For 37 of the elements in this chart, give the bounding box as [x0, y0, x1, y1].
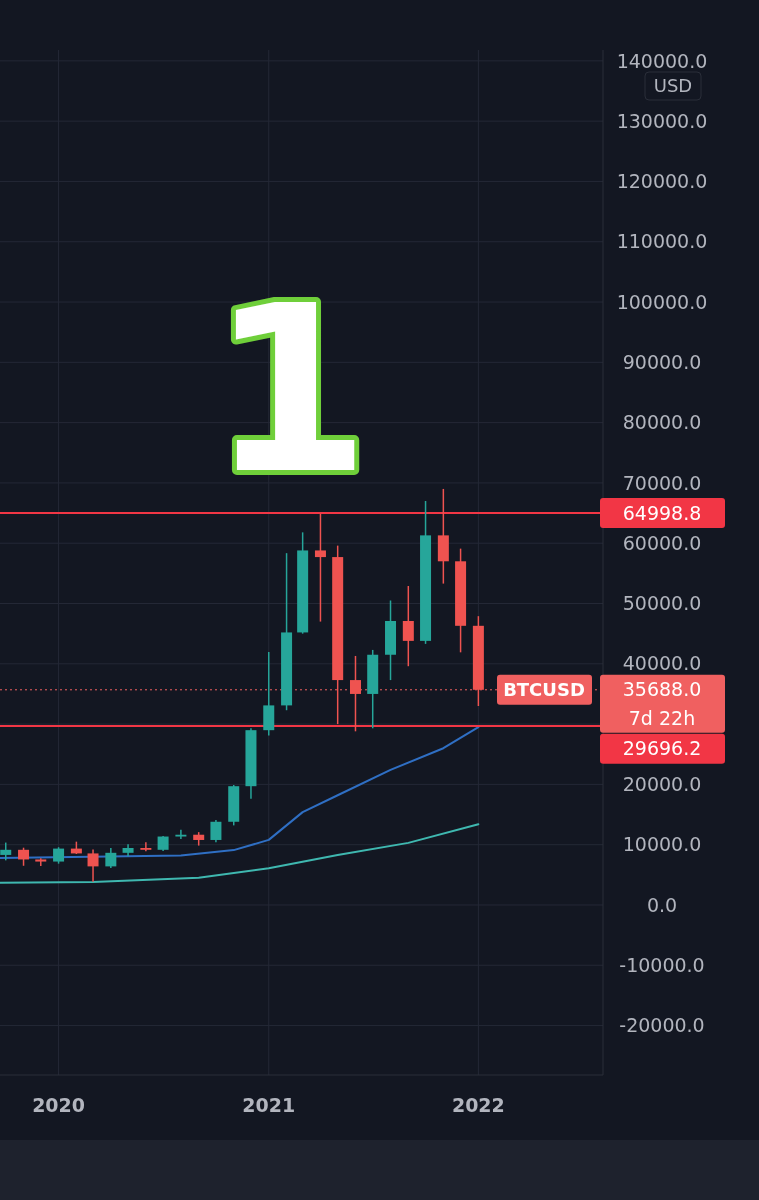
y-tick-label: 80000.0	[622, 411, 702, 434]
ref-line-label: 64998.8	[622, 501, 702, 524]
y-axis-title: USD	[653, 75, 693, 97]
x-tick-label: 2020	[32, 1093, 86, 1116]
y-tick-label: 100000.0	[616, 290, 708, 313]
y-tick-label: 0.0	[646, 893, 678, 916]
annotation: 1	[209, 257, 371, 524]
y-tick-label: 130000.0	[616, 109, 708, 132]
y-tick-label: 10000.0	[622, 833, 702, 856]
y-tick-label: 60000.0	[622, 531, 702, 554]
candlestick	[349, 655, 361, 733]
candlestick	[18, 846, 30, 867]
ref-line-label: 35688.0	[622, 678, 702, 701]
y-tick-label: 40000.0	[622, 652, 702, 675]
y-tick-label: 20000.0	[622, 773, 702, 796]
y-tick-label: 70000.0	[622, 471, 702, 494]
text: 7d 22h	[628, 707, 696, 730]
line-series	[0, 726, 480, 859]
y-tick-label: -10000.0	[619, 953, 705, 976]
candlestick	[87, 848, 99, 883]
candlestick	[210, 819, 222, 844]
candlestick	[175, 828, 187, 840]
x-tick-label: 2021	[242, 1093, 296, 1116]
y-tick-label: 140000.0	[616, 49, 708, 72]
line-series	[0, 823, 480, 884]
y-tick-label: 120000.0	[616, 170, 708, 193]
y-tick-label: -20000.0	[619, 1014, 705, 1037]
y-tick-label: 110000.0	[616, 230, 708, 253]
y-tick-label: 50000.0	[622, 592, 702, 615]
candlestick	[105, 847, 117, 869]
candlestick	[140, 841, 152, 853]
candlestick	[402, 585, 414, 667]
x-tick-label: 2022	[451, 1093, 505, 1116]
candlestick	[314, 512, 326, 623]
y-tick-label: 90000.0	[622, 350, 702, 373]
ref-line-label: 29696.2	[622, 737, 702, 760]
annotation: BTCUSD	[503, 679, 585, 701]
